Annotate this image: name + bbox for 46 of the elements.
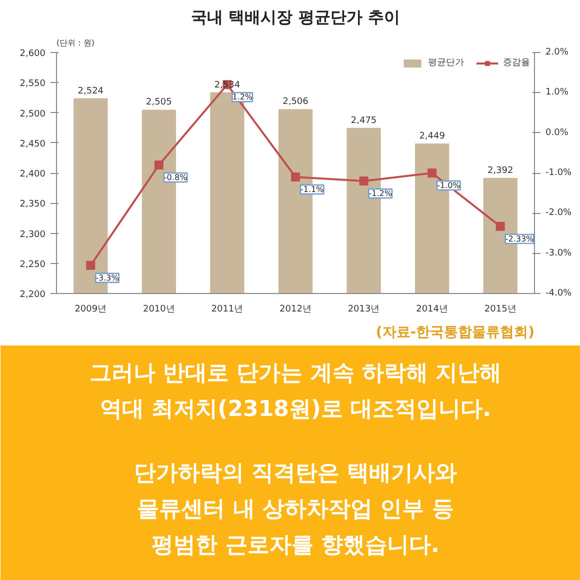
data-label: 2,449 bbox=[419, 131, 446, 142]
data-label: 2,524 bbox=[78, 86, 104, 96]
y-tick-label: 2,200 bbox=[20, 290, 46, 300]
chart-title: 국내 택배시장 평균단가 추이 bbox=[191, 8, 400, 26]
text: 단가하락의 직격탄은 택배기사와 물류센터 내 상하차작업 인부 등 평범한 근로자를 향했습니다. bbox=[134, 461, 458, 558]
x-tick-label: 2013년 bbox=[348, 304, 380, 314]
y-tick-label: 2,500 bbox=[20, 109, 46, 120]
point bbox=[154, 160, 164, 170]
y-tick-label: 2,400 bbox=[20, 170, 46, 180]
x-tick-label: 2009년 bbox=[74, 304, 107, 314]
x-tick-label: 2015년 bbox=[484, 304, 516, 314]
data-label: 2,392 bbox=[487, 166, 514, 176]
data-label: 2,505 bbox=[146, 98, 172, 108]
y2-tick-label: -2.0% bbox=[546, 208, 572, 218]
data-label: -1.0% bbox=[437, 181, 461, 190]
y-tick-label: 2,450 bbox=[20, 139, 46, 150]
text: (자료-한국통합물류협회) bbox=[376, 324, 534, 340]
text: 그러나 반대로 단가는 계속 하락해 지난해 역대 최저치(2318원)로 대조적입니다. bbox=[89, 361, 502, 422]
y-tick-label: 2,350 bbox=[20, 200, 46, 210]
y2-tick-label: -1.0% bbox=[546, 168, 572, 178]
point bbox=[291, 172, 300, 182]
y2-tick-label: -3.0% bbox=[546, 248, 572, 258]
data-label: 1.2% bbox=[232, 92, 253, 102]
y2-tick-label: 2.0% bbox=[546, 48, 569, 58]
y-tick-label: 2,300 bbox=[20, 230, 46, 240]
y2-tick-label: -4.0% bbox=[546, 288, 572, 298]
y-tick-label: 2,600 bbox=[20, 49, 46, 59]
x-tick-label: 2011년 bbox=[211, 304, 244, 314]
point bbox=[86, 260, 96, 270]
y-axis-title: (단위 : 원) bbox=[56, 38, 95, 48]
x-tick-label: 2012년 bbox=[280, 304, 312, 314]
point bbox=[359, 176, 368, 186]
data-label: 2,506 bbox=[282, 97, 309, 108]
x-tick-label: 2014년 bbox=[416, 304, 448, 314]
y-tick-label: 2,550 bbox=[20, 79, 46, 90]
data-label: -3.3% bbox=[96, 273, 120, 282]
legend-label: 평균단가 bbox=[428, 57, 464, 69]
data-label: -1.2% bbox=[368, 189, 392, 198]
y2-tick-label: 1.0% bbox=[546, 88, 569, 98]
y-tick-label: 2,250 bbox=[20, 260, 46, 270]
x-tick-label: 2010년 bbox=[142, 304, 175, 314]
legend-label: 증감율 bbox=[503, 57, 530, 69]
data-label: 2,475 bbox=[350, 116, 377, 126]
point bbox=[496, 222, 505, 231]
y2-tick-label: 0.0% bbox=[546, 128, 569, 138]
point bbox=[428, 168, 437, 178]
